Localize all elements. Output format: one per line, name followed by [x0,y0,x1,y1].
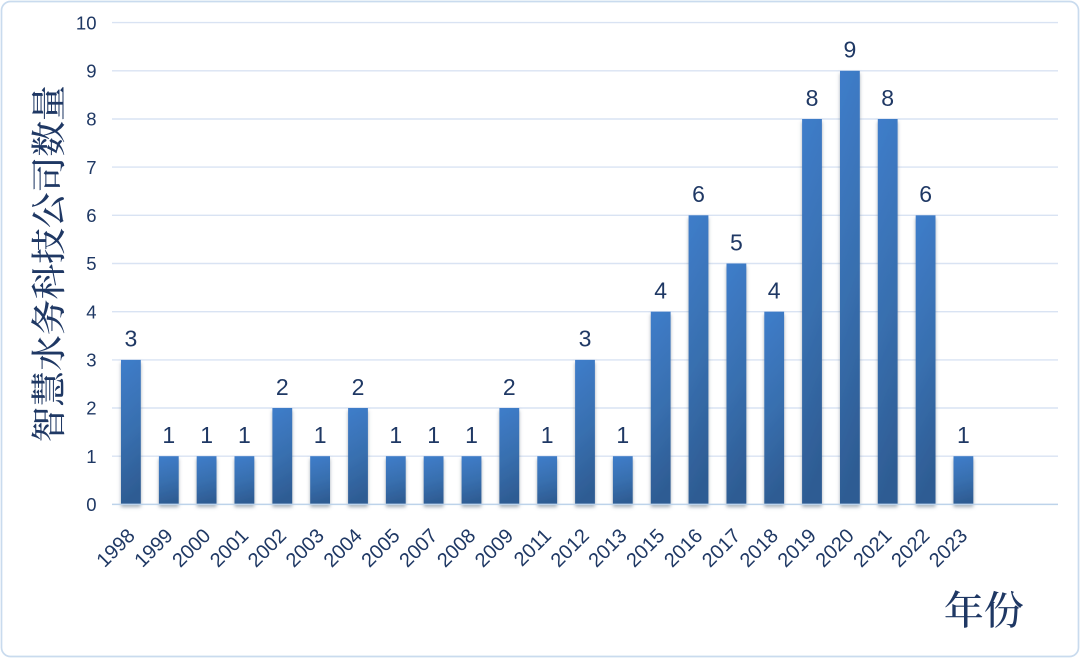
svg-text:3: 3 [579,326,592,352]
svg-text:0: 0 [86,494,96,515]
svg-text:1: 1 [616,422,629,448]
svg-text:1: 1 [86,446,96,467]
svg-text:1: 1 [541,422,554,448]
svg-text:4: 4 [768,278,781,304]
svg-text:1: 1 [238,422,251,448]
svg-text:10: 10 [76,12,97,33]
svg-text:1: 1 [162,422,175,448]
svg-text:1: 1 [389,422,402,448]
svg-text:1: 1 [314,422,327,448]
svg-text:2: 2 [86,398,96,419]
svg-text:9: 9 [844,37,857,63]
svg-text:1: 1 [200,422,213,448]
svg-text:5: 5 [730,229,743,255]
svg-text:1: 1 [957,422,970,448]
svg-text:2: 2 [276,374,289,400]
svg-text:7: 7 [86,157,96,178]
svg-text:3: 3 [86,350,96,371]
svg-text:1: 1 [465,422,478,448]
svg-text:6: 6 [919,181,932,207]
svg-text:9: 9 [86,61,96,82]
svg-text:3: 3 [125,326,138,352]
svg-text:6: 6 [86,205,96,226]
svg-text:5: 5 [86,253,96,274]
svg-text:4: 4 [654,278,667,304]
svg-text:8: 8 [881,85,894,111]
svg-text:2: 2 [352,374,365,400]
svg-text:8: 8 [806,85,819,111]
svg-text:6: 6 [692,181,705,207]
svg-text:4: 4 [86,301,96,322]
svg-text:2: 2 [503,374,516,400]
svg-text:8: 8 [86,109,96,130]
svg-text:1: 1 [427,422,440,448]
